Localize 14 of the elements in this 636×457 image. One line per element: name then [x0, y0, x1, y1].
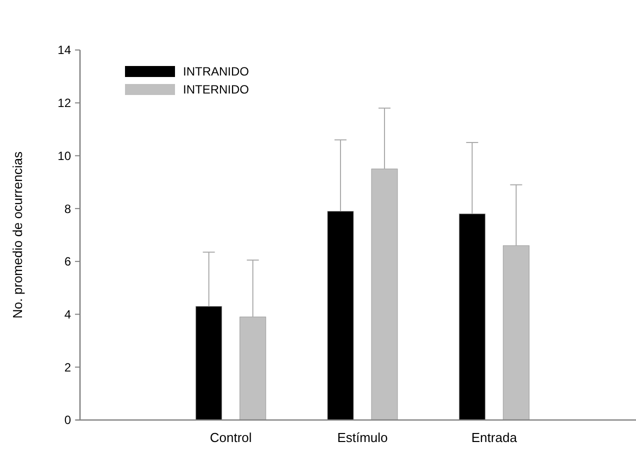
legend-label: INTRANIDO [183, 64, 249, 79]
y-tick-label: 6 [64, 254, 72, 269]
legend-label: INTERNIDO [183, 82, 249, 97]
y-tick-label: 10 [58, 148, 72, 163]
x-tick-label: Estímulo [337, 430, 388, 445]
y-tick-label: 8 [64, 202, 72, 216]
y-tick-label: 14 [58, 43, 72, 58]
y-tick-label: 4 [64, 307, 72, 322]
y-tick-label: 0 [64, 413, 72, 428]
y-tick-label: 2 [64, 360, 72, 374]
x-tick-label: Control [210, 430, 252, 445]
x-tick-label: Entrada [471, 430, 518, 445]
y-axis-title: No. promedio de ocurrencias [10, 151, 25, 318]
y-tick-label: 12 [58, 96, 72, 110]
